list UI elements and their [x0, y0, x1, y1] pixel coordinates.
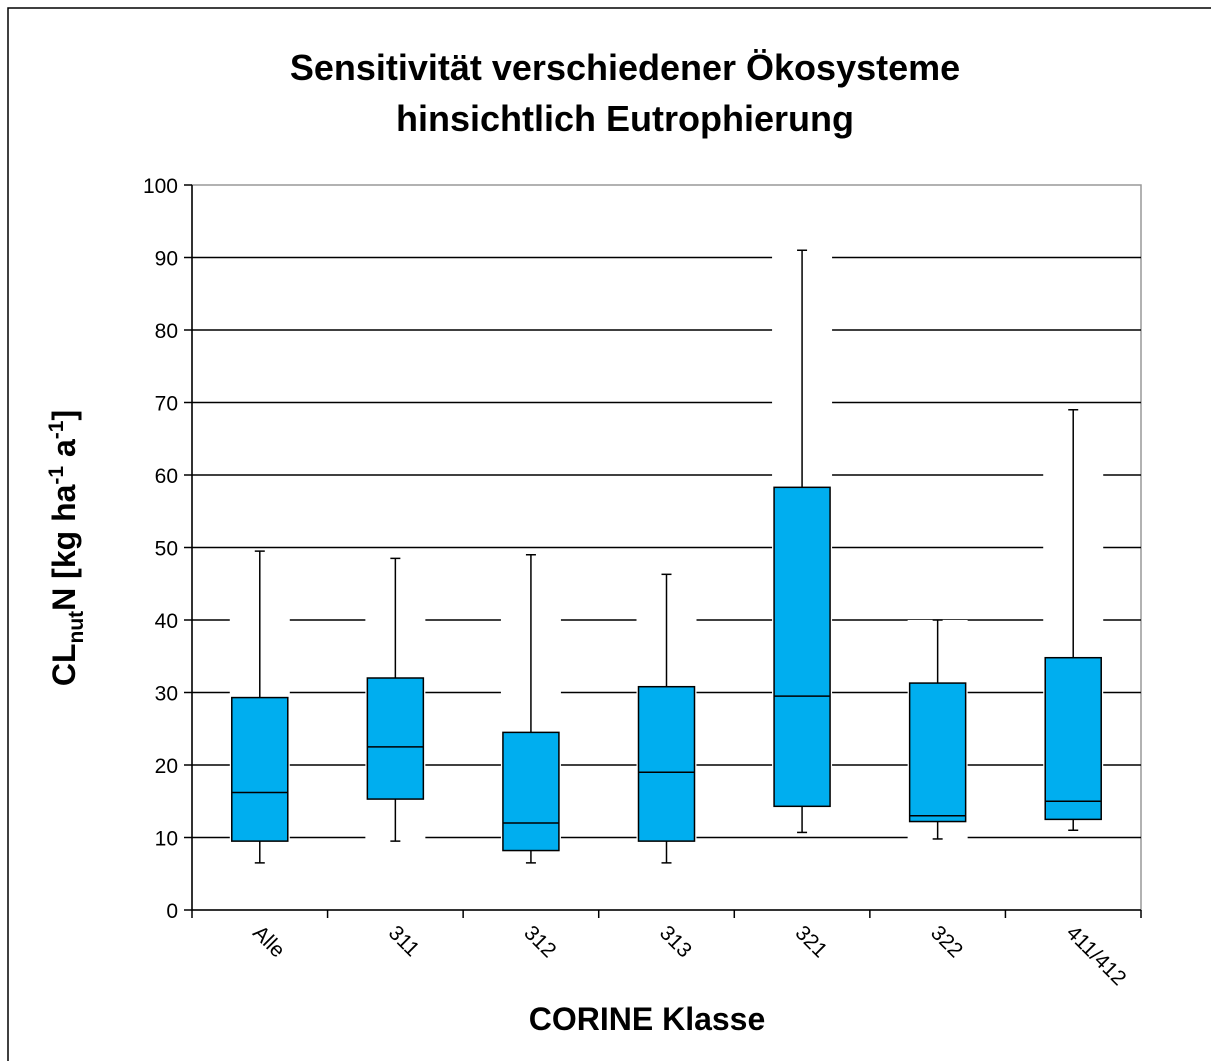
- box: [231, 696, 289, 842]
- y-tick-label: 50: [155, 538, 178, 561]
- y-tick-label: 60: [155, 465, 178, 488]
- y-tick-label: 0: [166, 900, 178, 923]
- y-tick-label: 20: [155, 755, 178, 778]
- y-tick-label: 10: [155, 828, 178, 851]
- y-tick-label: 30: [155, 683, 178, 706]
- y-tick-label: 70: [155, 393, 178, 416]
- box: [637, 685, 696, 842]
- box: [773, 486, 831, 808]
- y-tick-label: 100: [143, 175, 178, 198]
- y-tick-label: 90: [155, 248, 178, 271]
- y-tick-label: 80: [155, 320, 178, 343]
- box: [908, 682, 967, 823]
- x-axis-label: CORINE Klasse: [529, 1001, 766, 1037]
- chart-title: Sensitivität verschiedener Ökosysteme: [290, 47, 960, 88]
- box: [366, 677, 425, 800]
- y-tick-label: 40: [155, 610, 178, 633]
- box: [502, 731, 560, 852]
- y-axis-label: CLnutN [kg ha-1 a-1]: [45, 410, 88, 686]
- box: [1044, 656, 1102, 821]
- chart-title: hinsichtlich Eutrophierung: [396, 98, 854, 139]
